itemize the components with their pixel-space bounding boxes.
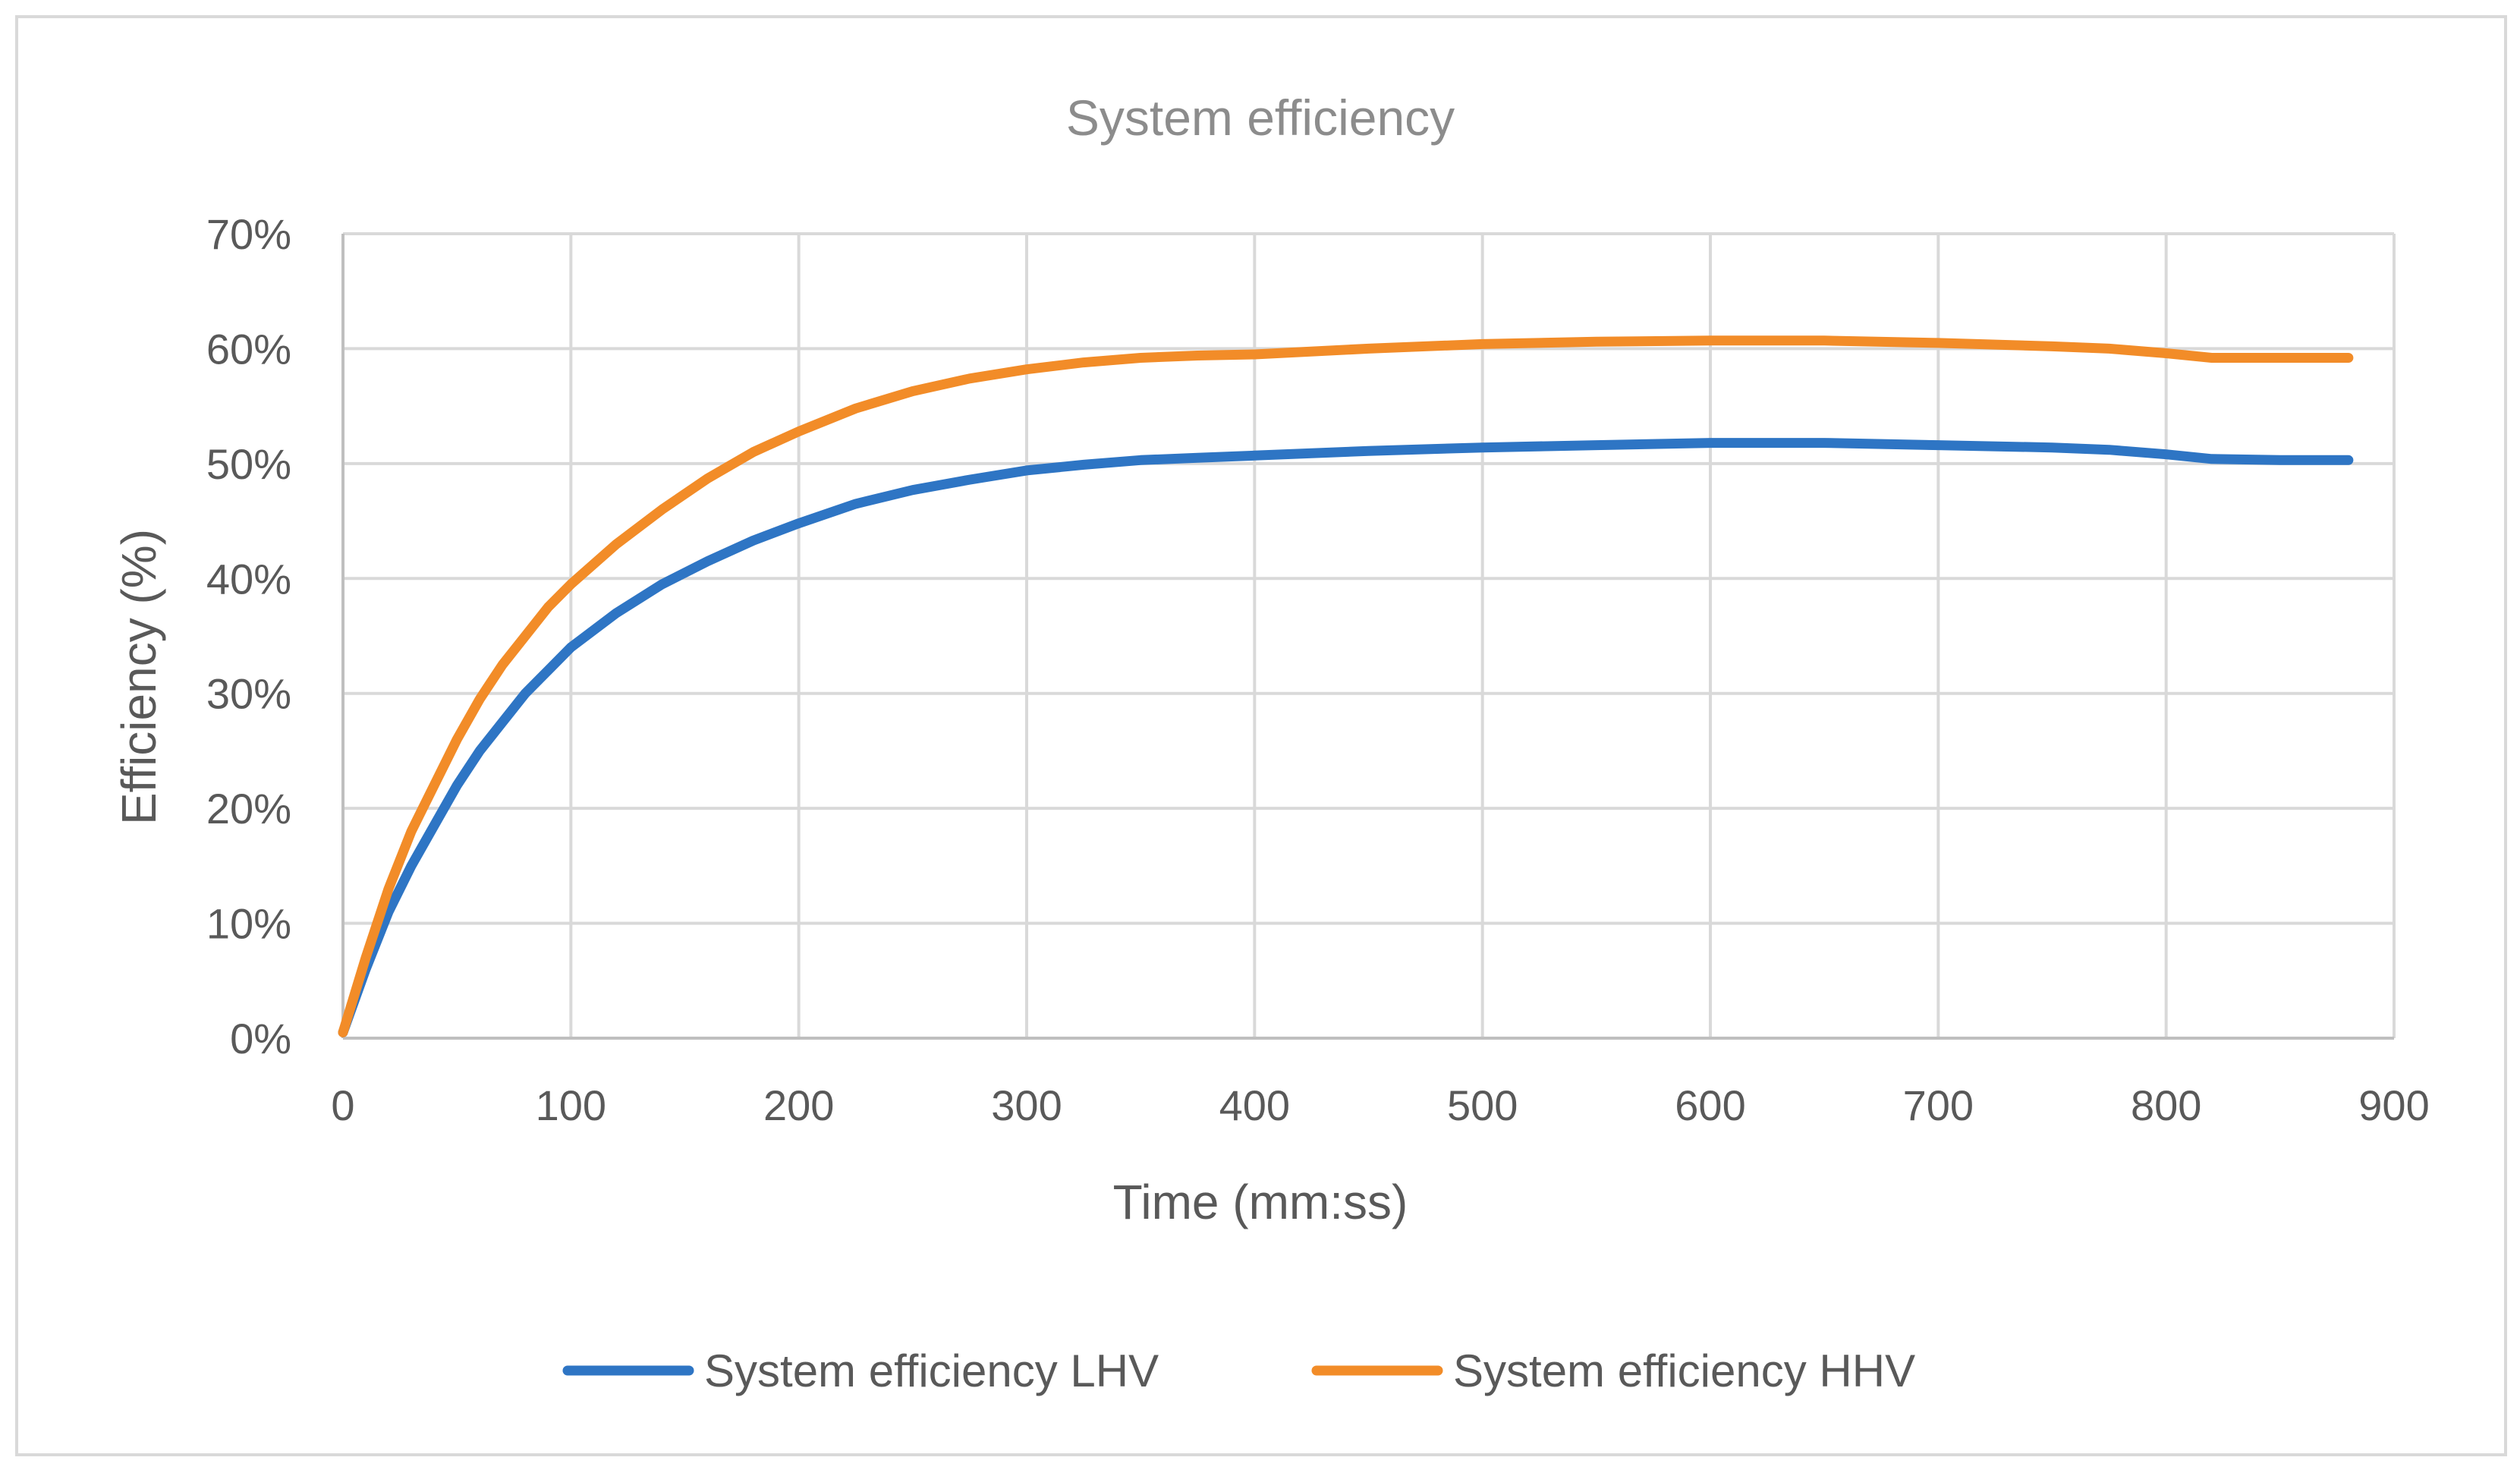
- x-tick-label: 600: [1675, 1081, 1745, 1129]
- x-tick-label: 200: [763, 1081, 834, 1129]
- y-tick-label: 60%: [206, 325, 291, 373]
- x-tick-label: 0: [331, 1081, 354, 1129]
- x-tick-label: 100: [536, 1081, 606, 1129]
- chart-border: [15, 15, 2507, 1456]
- series-line-hhv: [338, 335, 2354, 1037]
- y-tick-labels: 0% 10% 20% 30% 40% 50% 60% 70%: [206, 210, 291, 1062]
- y-tick-label: 30%: [206, 670, 291, 718]
- x-tick-label: 700: [1903, 1081, 1974, 1129]
- x-tick-label: 500: [1447, 1081, 1518, 1129]
- x-tick-label: 900: [2358, 1081, 2429, 1129]
- legend: System efficiency LHV System efficiency H…: [562, 1346, 1915, 1396]
- x-tick-label: 300: [991, 1081, 1062, 1129]
- y-axis-title: Efficiency (%): [112, 529, 166, 825]
- y-tick-label: 20%: [206, 785, 291, 832]
- x-tick-labels: 0 100 200 300 400 500 600 700 800 900: [331, 1081, 2429, 1129]
- y-tick-label: 70%: [206, 210, 291, 258]
- x-tick-label: 400: [1219, 1081, 1290, 1129]
- chart-title: System efficiency: [1066, 90, 1455, 146]
- legend-label-hhv: System efficiency HHV: [1453, 1346, 1915, 1396]
- y-tick-label: 40%: [206, 555, 291, 603]
- y-tick-label: 50%: [206, 440, 291, 488]
- legend-label-lhv: System efficiency LHV: [704, 1346, 1159, 1396]
- series-lines: [338, 335, 2354, 1037]
- y-tick-label: 0%: [230, 1015, 291, 1062]
- series-line-lhv: [338, 438, 2354, 1037]
- x-axis-title: Time (mm:ss): [1113, 1175, 1408, 1229]
- y-tick-label: 10%: [206, 900, 291, 948]
- x-tick-label: 800: [2131, 1081, 2201, 1129]
- axes: [341, 234, 2394, 1040]
